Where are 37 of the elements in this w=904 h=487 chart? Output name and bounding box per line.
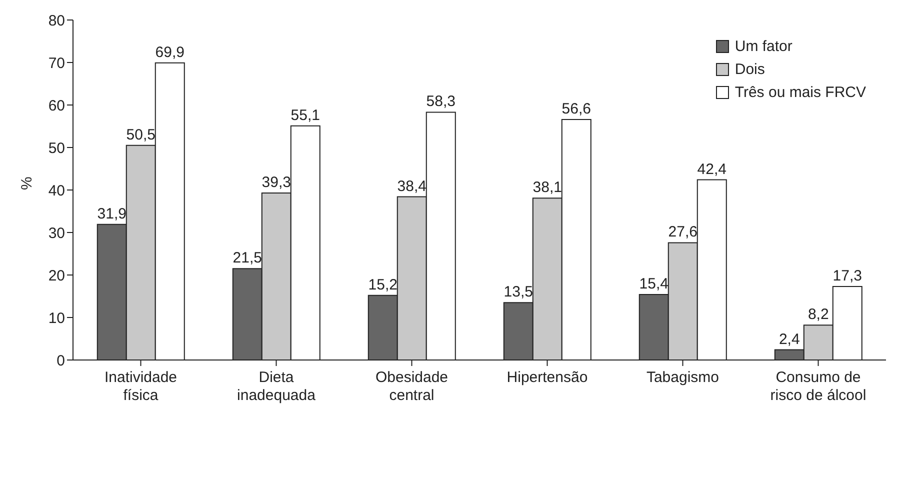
x-tick-label: Dieta inadequada <box>237 369 316 404</box>
y-axis-title: % <box>18 176 36 190</box>
data-label: 15,4 <box>639 276 668 293</box>
data-label: 55,1 <box>290 106 320 124</box>
data-label: 8,2 <box>808 306 829 324</box>
y-tick-label: 70 <box>48 54 65 72</box>
y-tick-label: 0 <box>56 352 65 370</box>
legend-label: Um fator <box>734 38 792 55</box>
data-label: 2,4 <box>778 330 800 348</box>
data-label: 56,6 <box>562 100 591 118</box>
legend-label: Dois <box>734 61 765 78</box>
data-label: 38,4 <box>397 178 426 195</box>
legend-label: Três ou mais FRCV <box>734 84 866 101</box>
data-label: 15,2 <box>368 276 398 294</box>
x-tick-label: Consumo de risco de álcool <box>770 369 866 404</box>
data-label: 31,9 <box>97 205 126 222</box>
data-label: 38,1 <box>532 179 562 196</box>
y-tick-label: 60 <box>48 97 65 114</box>
y-tick-label: 80 <box>48 12 65 30</box>
y-tick-label: 40 <box>48 182 65 200</box>
data-label: 50,5 <box>126 126 156 144</box>
x-tick-label: Hipertensão <box>506 369 588 386</box>
data-label: 58,3 <box>426 93 456 110</box>
data-label: 27,6 <box>668 224 698 241</box>
x-tick-label: Inatividade física <box>104 369 178 404</box>
data-label: 42,4 <box>697 160 726 178</box>
data-label: 13,5 <box>504 284 533 301</box>
x-tick-label: Tabagismo <box>646 369 720 386</box>
data-label: 39,3 <box>262 174 291 191</box>
y-tick-label: 50 <box>48 140 65 157</box>
data-label: 69,9 <box>155 44 184 61</box>
data-label: 21,5 <box>232 250 262 267</box>
y-tick-label: 20 <box>48 267 65 284</box>
y-tick-label: 30 <box>48 224 65 242</box>
x-tick-label: Obesidade central <box>375 369 448 404</box>
data-label: 17,3 <box>832 267 862 284</box>
y-tick-label: 10 <box>48 310 65 327</box>
